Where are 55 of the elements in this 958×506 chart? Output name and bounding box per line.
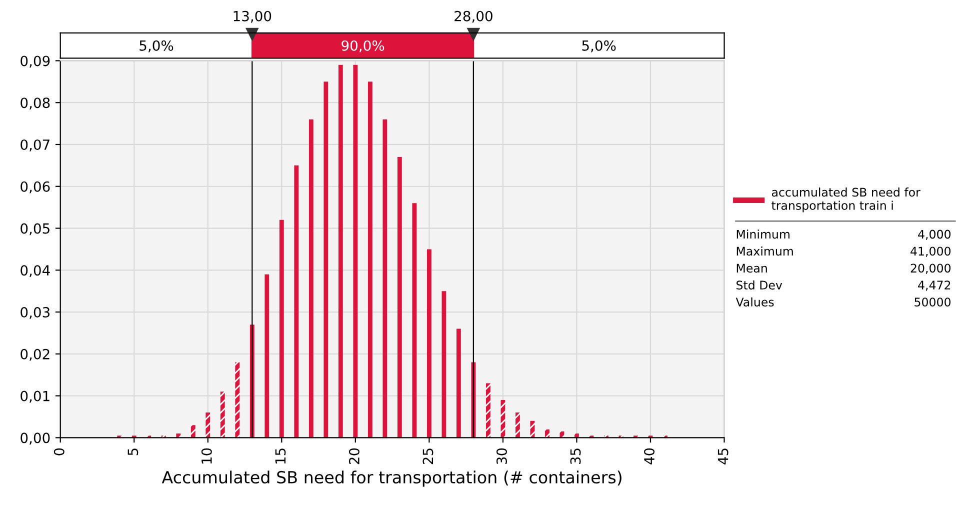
bar bbox=[426, 249, 432, 438]
y-tick-label: 0,03 bbox=[20, 307, 50, 319]
text: Minimum 4,000 bbox=[736, 230, 951, 240]
y-tick-label: 0,00 bbox=[20, 432, 50, 445]
x-tick-label: 30 bbox=[496, 448, 507, 464]
x-tick-label: 45 bbox=[718, 448, 728, 464]
bar bbox=[324, 82, 328, 438]
bar bbox=[486, 383, 490, 438]
text: 90,0% bbox=[342, 40, 384, 52]
y-tick-label: 0,01 bbox=[20, 390, 50, 403]
text: Maximum 41,000 bbox=[736, 246, 951, 257]
x-tick-label: 35 bbox=[570, 448, 581, 464]
bar bbox=[368, 82, 372, 438]
bar bbox=[456, 328, 461, 438]
bar bbox=[294, 165, 299, 438]
y-tick-label: 0,08 bbox=[20, 98, 50, 110]
y-tick-label: 0,04 bbox=[20, 265, 50, 278]
x-tick-label: 0 bbox=[54, 448, 64, 456]
bar bbox=[412, 203, 417, 438]
legend-label: accumulated SB need for transportation train i bbox=[772, 188, 920, 212]
y-tick-label: 0,05 bbox=[20, 223, 50, 236]
bar bbox=[338, 64, 343, 438]
x-tick-label: 10 bbox=[201, 448, 212, 464]
bar bbox=[544, 429, 550, 438]
bar bbox=[206, 412, 210, 438]
x-tick-label: 25 bbox=[422, 448, 434, 464]
y-tick-label: 0,06 bbox=[20, 181, 50, 194]
x-tick-label: 40 bbox=[644, 448, 655, 464]
bar bbox=[500, 400, 506, 438]
x-tick-label: 20 bbox=[348, 448, 360, 464]
bar bbox=[382, 119, 388, 438]
y-tick-label: 0,02 bbox=[20, 348, 50, 361]
text: Mean 20,000 bbox=[736, 264, 951, 274]
bar bbox=[397, 157, 402, 438]
x-axis-title: Accumulated SB need for transportation (# containers) bbox=[162, 470, 622, 487]
ref-line-label: 13,00 bbox=[234, 10, 272, 23]
bar bbox=[264, 274, 270, 438]
text: Std Dev 4,472 bbox=[736, 280, 950, 291]
y-tick-label: 0,09 bbox=[20, 56, 50, 68]
bar bbox=[308, 119, 314, 438]
x-tick-label: 15 bbox=[275, 448, 286, 464]
text: 5,0% bbox=[582, 40, 616, 52]
text: Values 50000 bbox=[736, 297, 951, 307]
bar bbox=[442, 291, 446, 438]
bar bbox=[220, 392, 225, 438]
ref-line-label: 28,00 bbox=[454, 10, 492, 23]
bar bbox=[353, 64, 358, 438]
text: 5,0% bbox=[140, 40, 174, 52]
bar bbox=[515, 412, 520, 438]
bar bbox=[235, 362, 240, 438]
bar bbox=[190, 425, 196, 438]
x-tick-label: 5 bbox=[128, 448, 138, 456]
bar bbox=[530, 420, 535, 438]
bar bbox=[279, 220, 284, 438]
y-tick-label: 0,07 bbox=[20, 139, 50, 152]
